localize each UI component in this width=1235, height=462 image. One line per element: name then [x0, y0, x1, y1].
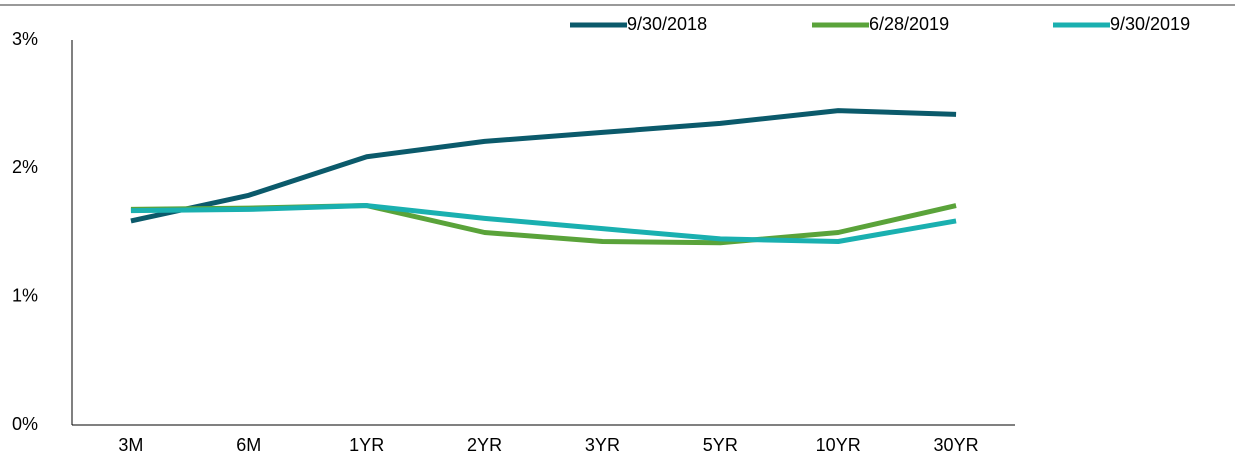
x-tick-label: 6M: [236, 435, 261, 455]
legend-label: 9/30/2019: [1110, 14, 1190, 34]
x-tick-label: 1YR: [349, 435, 384, 455]
x-tick-label: 3M: [118, 435, 143, 455]
y-tick-label: 2%: [12, 157, 38, 177]
y-tick-label: 1%: [12, 285, 38, 305]
x-tick-label: 10YR: [816, 435, 861, 455]
x-tick-label: 2YR: [467, 435, 502, 455]
x-tick-label: 30YR: [934, 435, 979, 455]
series-line: [130, 108, 957, 224]
y-tick-label: 0%: [12, 414, 38, 434]
y-tick-label: 3%: [12, 29, 38, 49]
x-tick-label: 5YR: [703, 435, 738, 455]
legend-label: 9/30/2018: [627, 14, 707, 34]
legend-label: 6/28/2019: [869, 14, 949, 34]
x-tick-label: 3YR: [585, 435, 620, 455]
series-line: [130, 203, 957, 244]
